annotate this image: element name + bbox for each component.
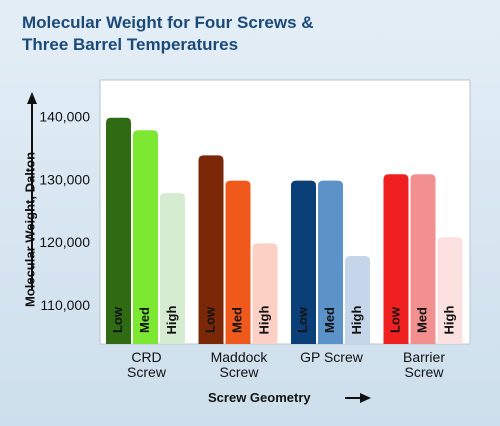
y-tick-label: 120,000 (39, 234, 90, 250)
bar-series-label: Low (110, 306, 125, 333)
x-axis-label: Screw Geometry (208, 390, 311, 405)
bar-series-label: Low (295, 306, 310, 333)
y-axis-label: Molecular Weight, Dalton (22, 151, 38, 308)
bar (133, 130, 158, 344)
x-tick-label: CRD Screw (127, 349, 166, 380)
bar (106, 117, 131, 344)
bar (225, 180, 251, 344)
bar (437, 237, 463, 344)
bar-series-label: High (256, 306, 271, 335)
bar (318, 180, 343, 344)
bar-series-label: Low (387, 306, 402, 333)
y-tick-label: 130,000 (39, 171, 90, 187)
chart-title: Molecular Weight for Four Screws & Three… (22, 13, 314, 54)
bar-series-label: Med (229, 307, 244, 333)
bar-series-label: Med (322, 307, 337, 333)
bar (410, 174, 436, 344)
bar-series-label: Low (202, 306, 217, 333)
bar-series-label: Med (414, 307, 429, 333)
x-tick-label: GP Screw (300, 349, 363, 365)
y-tick-label: 110,000 (40, 297, 90, 313)
bar (160, 193, 185, 344)
bar-series-label: High (441, 306, 456, 335)
bar (383, 174, 409, 344)
bar (345, 256, 370, 344)
y-tick-label: 140,000 (39, 108, 90, 124)
bar (252, 243, 278, 344)
bar-series-label: High (349, 306, 364, 335)
x-tick-label: Maddock Screw (210, 349, 268, 380)
bar-series-label: High (164, 306, 179, 335)
bar (291, 180, 316, 344)
x-arrow-head (360, 393, 371, 403)
x-tick-label: Barrier Screw (402, 349, 445, 380)
bar-series-label: Med (137, 307, 152, 333)
y-arrow-head (27, 92, 37, 104)
bar (198, 155, 224, 344)
